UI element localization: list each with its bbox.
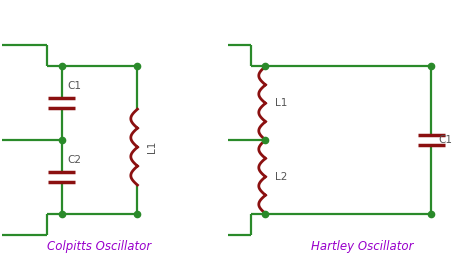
- Text: L1: L1: [275, 98, 287, 108]
- Text: Colpitts Oscillator: Colpitts Oscillator: [47, 240, 152, 253]
- Text: C2: C2: [67, 155, 82, 165]
- Text: C1: C1: [438, 135, 453, 145]
- Text: L1: L1: [147, 141, 157, 153]
- Text: L2: L2: [275, 172, 287, 182]
- Text: C1: C1: [67, 81, 82, 91]
- Text: Hartley Oscillator: Hartley Oscillator: [311, 240, 414, 253]
